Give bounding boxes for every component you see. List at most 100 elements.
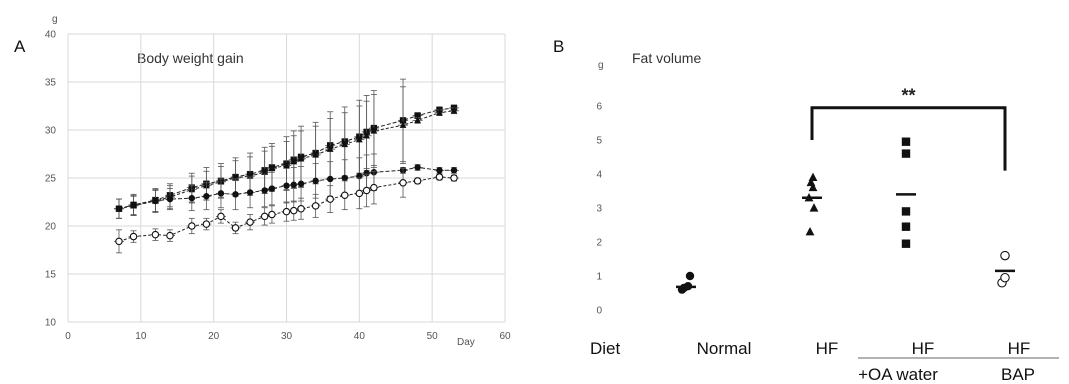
data-point: [261, 168, 269, 175]
group-2: [896, 137, 916, 248]
data-point: [115, 205, 123, 212]
significance-bracket: [810, 106, 1007, 171]
data-point: [1000, 250, 1010, 261]
data-point: [414, 116, 421, 124]
data-point: [901, 207, 911, 216]
y-tick-label: 0: [596, 306, 602, 317]
y-tick-label: 40: [45, 30, 57, 41]
y-tick-label: 3: [596, 204, 602, 215]
y-tick-label: 1: [596, 272, 602, 283]
data-point: [1000, 272, 1010, 283]
category-label: HF: [1008, 339, 1031, 358]
subcategory-label: +OA water: [858, 365, 938, 384]
category-label: HF: [912, 339, 935, 358]
data-point: [435, 173, 444, 181]
panel-b-label: B: [553, 37, 564, 56]
data-point: [115, 237, 123, 246]
x-tick-label: 0: [65, 331, 71, 342]
data-point: [260, 212, 269, 221]
series-line: [118, 110, 455, 210]
panel-a-title: Body weight gain: [137, 50, 244, 66]
data-point: [450, 174, 458, 182]
data-point: [282, 207, 291, 216]
data-point: [413, 177, 422, 185]
data-point: [806, 177, 816, 187]
data-point: [436, 167, 443, 174]
data-point: [399, 179, 407, 187]
data-point: [450, 167, 458, 174]
data-point: [808, 182, 818, 192]
panel-a: A g Body weight gain Day 10 15 20 25 30 35 40 0…: [14, 14, 511, 348]
data-point: [297, 204, 305, 213]
data-point: [188, 194, 196, 202]
data-point: [166, 231, 174, 240]
data-point: [370, 183, 378, 192]
group-0: [676, 271, 696, 294]
data-point: [283, 161, 290, 169]
panel-b-ticks: 0 1 2 3 4 5 6: [596, 102, 602, 317]
series-circle-open: [113, 167, 460, 254]
data-point: [217, 190, 225, 197]
y-tick-label: 4: [596, 170, 602, 181]
y-tick-label: 15: [45, 270, 57, 281]
x-tick-label: 30: [281, 331, 293, 342]
data-point: [202, 220, 211, 228]
data-point: [805, 226, 815, 236]
panel-a-y-unit: g: [52, 14, 58, 25]
significance-label: **: [901, 86, 915, 106]
data-point: [297, 155, 305, 162]
panel-b-categories: Normal HF HF HF +OA water BAP: [697, 339, 1035, 384]
data-point: [152, 197, 159, 205]
data-point: [901, 222, 911, 231]
x-tick-label: 60: [499, 331, 511, 342]
data-point: [809, 203, 819, 212]
x-tick-label: 40: [354, 331, 366, 342]
group-1: [802, 172, 822, 236]
y-tick-label: 2: [596, 238, 602, 249]
panel-a-series: [113, 78, 460, 254]
data-point: [341, 191, 349, 200]
data-point: [808, 172, 818, 181]
data-point: [166, 195, 174, 203]
y-tick-label: 20: [45, 222, 57, 233]
data-point: [326, 195, 334, 203]
data-point: [370, 127, 378, 134]
data-point: [414, 164, 421, 171]
data-point: [311, 202, 320, 210]
data-point: [246, 218, 254, 226]
y-tick-label: 10: [45, 318, 57, 329]
subcategory-label: BAP: [1001, 365, 1035, 384]
y-tick-label: 35: [45, 78, 57, 89]
panel-b-points: [676, 137, 1015, 294]
data-point: [290, 158, 298, 165]
x-tick-label: 10: [135, 331, 147, 342]
data-point: [341, 140, 349, 148]
data-point: [290, 206, 298, 215]
data-point: [268, 164, 276, 172]
data-point: [130, 201, 137, 209]
data-point: [362, 186, 371, 195]
data-point: [355, 135, 363, 143]
group-3: [995, 250, 1015, 288]
panel-a-x-label: Day: [457, 337, 475, 348]
data-point: [268, 210, 276, 219]
data-point: [231, 224, 240, 232]
category-label: Normal: [697, 339, 752, 358]
data-point: [685, 271, 695, 281]
data-point: [290, 181, 297, 188]
x-tick-label: 50: [427, 331, 439, 342]
data-point: [217, 212, 225, 221]
data-point: [188, 222, 196, 230]
panel-b-title: Fat volume: [632, 50, 701, 66]
data-point: [901, 149, 911, 158]
data-point: [399, 121, 407, 128]
data-point: [151, 230, 160, 239]
data-point: [312, 177, 319, 185]
data-point: [297, 180, 305, 187]
data-point: [355, 189, 364, 198]
data-point: [450, 107, 458, 114]
data-point: [268, 185, 276, 192]
data-point: [246, 189, 254, 196]
data-point: [312, 151, 319, 158]
